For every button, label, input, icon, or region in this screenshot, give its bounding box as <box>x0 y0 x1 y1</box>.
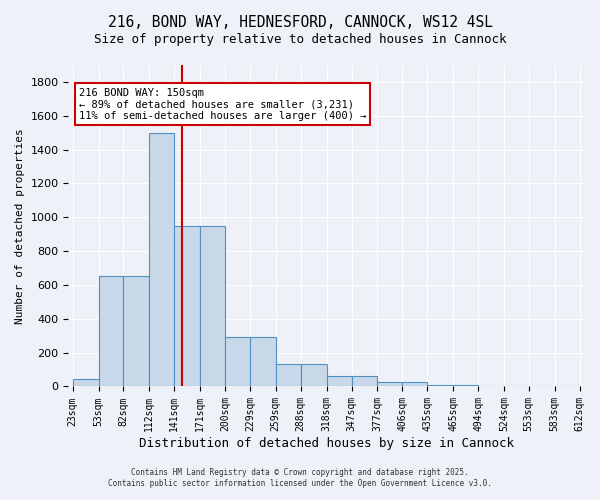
X-axis label: Distribution of detached houses by size in Cannock: Distribution of detached houses by size … <box>139 437 514 450</box>
Bar <box>403 382 427 386</box>
Bar <box>250 338 276 386</box>
Bar <box>276 364 301 386</box>
Bar <box>200 226 225 386</box>
Bar <box>352 376 377 386</box>
Bar <box>124 276 149 386</box>
Bar <box>453 385 478 386</box>
Text: 216 BOND WAY: 150sqm
← 89% of detached houses are smaller (3,231)
11% of semi-de: 216 BOND WAY: 150sqm ← 89% of detached h… <box>79 88 366 120</box>
Bar <box>225 338 250 386</box>
Bar <box>98 276 124 386</box>
Text: 216, BOND WAY, HEDNESFORD, CANNOCK, WS12 4SL: 216, BOND WAY, HEDNESFORD, CANNOCK, WS12… <box>107 15 493 30</box>
Text: Size of property relative to detached houses in Cannock: Size of property relative to detached ho… <box>94 32 506 46</box>
Bar <box>301 364 326 386</box>
Y-axis label: Number of detached properties: Number of detached properties <box>15 128 25 324</box>
Text: Contains HM Land Registry data © Crown copyright and database right 2025.
Contai: Contains HM Land Registry data © Crown c… <box>108 468 492 487</box>
Bar <box>149 132 174 386</box>
Bar <box>427 385 453 386</box>
Bar <box>326 376 352 386</box>
Bar <box>174 226 200 386</box>
Bar <box>73 379 98 386</box>
Bar <box>377 382 403 386</box>
